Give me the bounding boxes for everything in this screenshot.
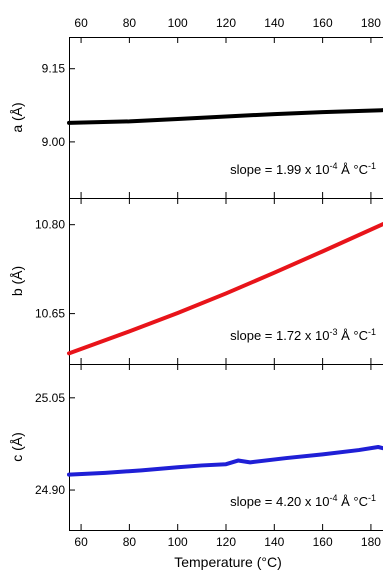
x-tick-label-bottom: 180 [361, 535, 381, 549]
x-tick-label-bottom: 60 [74, 535, 88, 549]
y-tick-label: 10.65 [35, 307, 65, 321]
slope-text: slope = 1.99 x 10 [230, 162, 329, 177]
series-line-2 [67, 222, 383, 356]
y-tick-label: 24.90 [35, 483, 65, 497]
x-tick-label-top: 140 [264, 16, 284, 30]
slope-exponent: -1 [368, 327, 376, 337]
panel-frame-3 [69, 364, 383, 531]
y-tick-label: 10.80 [35, 218, 65, 232]
x-tick-label-bottom: 80 [123, 535, 137, 549]
x-axis-label: Temperature (°C) [174, 554, 282, 570]
slope-annotation: slope = 4.20 x 10-4 Å °C-1 [230, 493, 376, 509]
x-tick-label-bottom: 120 [216, 535, 236, 549]
slope-text: slope = 1.72 x 10 [230, 328, 329, 343]
slope-exponent: -4 [329, 493, 337, 503]
x-tick-label-bottom: 100 [168, 535, 188, 549]
x-tick-label-top: 120 [216, 16, 236, 30]
slope-exponent: -3 [329, 327, 337, 337]
series-line-3 [67, 445, 383, 477]
panel-frame-2 [69, 198, 383, 365]
slope-exponent: -4 [329, 161, 337, 171]
slope-annotation: slope = 1.99 x 10-4 Å °C-1 [230, 161, 376, 177]
slope-text: Å °C [338, 162, 368, 177]
x-tick-label-top: 160 [313, 16, 333, 30]
x-tick-label-bottom: 160 [313, 535, 333, 549]
x-tick-label-top: 60 [74, 16, 88, 30]
x-tick-label-top: 80 [123, 16, 137, 30]
x-tick-label-top: 180 [361, 16, 381, 30]
slope-exponent: -1 [368, 493, 376, 503]
y-axis-label: c (Å) [9, 432, 25, 462]
series-line-1 [67, 108, 383, 125]
x-tick-label-top: 100 [168, 16, 188, 30]
slope-annotation: slope = 1.72 x 10-3 Å °C-1 [230, 327, 376, 343]
slope-exponent: -1 [368, 161, 376, 171]
y-axis-label: a (Å) [9, 102, 25, 132]
y-tick-label: 9.00 [42, 135, 66, 149]
y-tick-label: 25.05 [35, 391, 65, 405]
x-tick-label-bottom: 140 [264, 535, 284, 549]
y-tick-label: 9.15 [42, 62, 66, 76]
slope-text: slope = 4.20 x 10 [230, 494, 329, 509]
y-axis-label: b (Å) [9, 266, 25, 296]
slope-text: Å °C [338, 494, 368, 509]
slope-text: Å °C [338, 328, 368, 343]
